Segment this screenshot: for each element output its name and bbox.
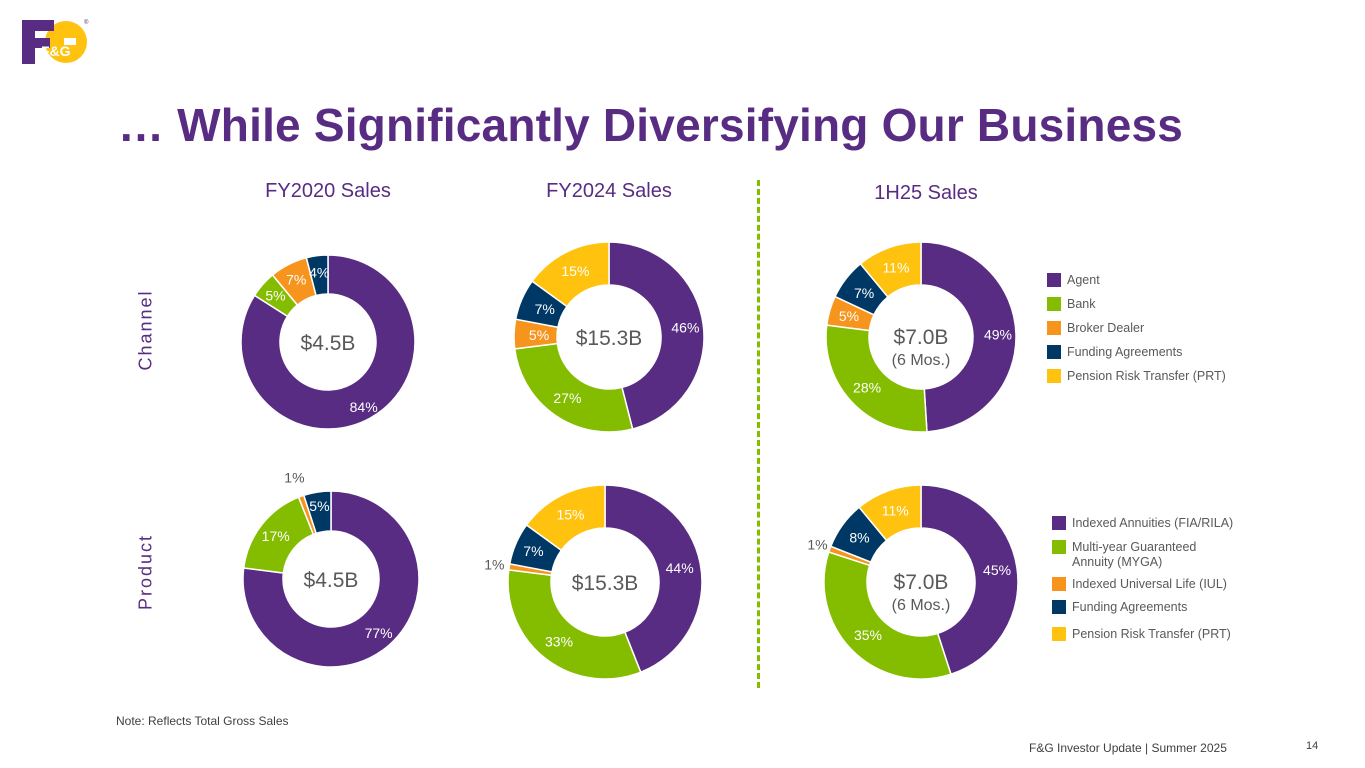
slice-label: 1% xyxy=(284,469,304,485)
page-number: 14 xyxy=(1306,740,1319,752)
donut-slice xyxy=(525,484,606,552)
donut-slice xyxy=(825,324,928,433)
slice-label: 7% xyxy=(286,272,306,288)
donut-slice xyxy=(608,241,705,430)
donut-slice xyxy=(604,484,703,674)
center-total-label: $7.0B xyxy=(894,571,949,594)
legend-label: Funding Agreements xyxy=(1072,600,1188,614)
center-total-label: $15.3B xyxy=(576,327,643,350)
legend-swatch xyxy=(1047,273,1061,287)
legend-label: Pension Risk Transfer (PRT) xyxy=(1072,627,1231,641)
legend-label: Indexed Annuities (FIA/RILA) xyxy=(1072,516,1234,530)
page-title: … While Significantly Diversifying Our B… xyxy=(118,99,1184,151)
donut-slice xyxy=(507,569,642,680)
slice-label: 35% xyxy=(854,627,882,643)
center-total-label: $4.5B xyxy=(301,332,356,355)
fg-logo: F&G ® xyxy=(22,19,89,64)
donut-chart: 46% 27% 5% 7% 15% $15.3B xyxy=(513,241,705,433)
donut-slice xyxy=(302,490,332,535)
donut-slice xyxy=(513,342,634,433)
slice-label: 7% xyxy=(535,301,555,317)
legend-swatch xyxy=(1047,321,1061,335)
slice-label: 33% xyxy=(545,633,573,649)
legend-label: Agent xyxy=(1067,273,1100,287)
donut-slice xyxy=(920,241,1017,433)
column-heading-fy2024: FY2024 Sales xyxy=(546,180,672,202)
legend-label: Indexed Universal Life (IUL) xyxy=(1072,577,1227,591)
slice-label: 44% xyxy=(666,560,694,576)
slice-label: 1% xyxy=(484,556,504,572)
donut-slice xyxy=(859,241,922,298)
legend-swatch xyxy=(1047,345,1061,359)
center-total-label: $7.0B xyxy=(894,326,949,349)
legend-label: Broker Dealer xyxy=(1067,321,1145,335)
legend-label: Multi-year Guaranteed Annuity (MYGA) xyxy=(1072,540,1197,569)
legend-swatch xyxy=(1052,627,1066,641)
slice-label: 11% xyxy=(882,259,909,275)
slice-label: 7% xyxy=(523,543,543,559)
footer-text: F&G Investor Update | Summer 2025 xyxy=(1029,741,1227,755)
donut-chart: 44% 33% 1% 7% 15% $15.3B xyxy=(484,484,703,680)
center-period-label: (6 Mos.) xyxy=(892,597,951,614)
donut-slice xyxy=(858,484,922,542)
logo-ampersand: F&G xyxy=(41,43,71,59)
legend-swatch xyxy=(1052,577,1066,591)
slice-label: 4% xyxy=(309,265,329,281)
legend-label: Bank xyxy=(1067,297,1096,311)
center-total-label: $4.5B xyxy=(304,569,359,592)
slice-label: 7% xyxy=(854,285,874,301)
donut-slice xyxy=(531,241,610,308)
center-total-label: $15.3B xyxy=(572,572,639,595)
donut-slice xyxy=(240,254,416,430)
slice-label: 5% xyxy=(529,327,549,343)
donut-chart: 84% 5%7% 4% $4.5B xyxy=(240,254,416,430)
slice-label: 84% xyxy=(350,399,378,415)
slice-label: 77% xyxy=(365,625,393,641)
slice-label: 8% xyxy=(849,529,869,545)
slice-label: 15% xyxy=(556,506,584,522)
center-period-label: (6 Mos.) xyxy=(892,352,951,369)
slice-label: 5% xyxy=(265,288,285,304)
legend-swatch xyxy=(1052,516,1066,530)
donut-slice xyxy=(305,254,329,297)
slice-label: 11% xyxy=(882,502,909,518)
slice-label: 17% xyxy=(262,528,290,544)
donut-chart: 77% 17% 1% 5% $4.5B xyxy=(242,469,420,668)
slice-label: 5% xyxy=(309,498,329,514)
slice-label: 5% xyxy=(839,308,859,324)
slice-label: 27% xyxy=(553,390,581,406)
legend-swatch xyxy=(1052,600,1066,614)
donut-chart: 45% 35% 1% 8% 11% $7.0B (6 Mos.) xyxy=(807,484,1019,680)
donut-chart: 49% 28% 5% 7% 11% $7.0B (6 Mos.) xyxy=(825,241,1017,433)
legend-swatch xyxy=(1047,297,1061,311)
slice-label: 28% xyxy=(853,380,881,396)
legend-label: Pension Risk Transfer (PRT) xyxy=(1067,369,1226,383)
donut-slice xyxy=(920,484,1019,676)
footnote: Note: Reflects Total Gross Sales xyxy=(116,714,289,728)
registered-mark: ® xyxy=(84,19,89,26)
legend-label: Funding Agreements xyxy=(1067,345,1183,359)
column-heading-1h25: 1H25 Sales xyxy=(874,182,978,204)
slice-label: 1% xyxy=(807,537,827,553)
column-heading-fy2020: FY2020 Sales xyxy=(265,180,391,202)
section-divider xyxy=(757,180,760,688)
slice-label: 46% xyxy=(671,319,699,335)
donut-slice xyxy=(242,490,420,668)
slice-label: 45% xyxy=(983,562,1011,578)
slice-label: 49% xyxy=(984,327,1012,343)
slice-label: 15% xyxy=(561,263,589,279)
legend-swatch xyxy=(1052,540,1066,554)
donut-slice xyxy=(823,551,952,680)
legend-swatch xyxy=(1047,369,1061,383)
